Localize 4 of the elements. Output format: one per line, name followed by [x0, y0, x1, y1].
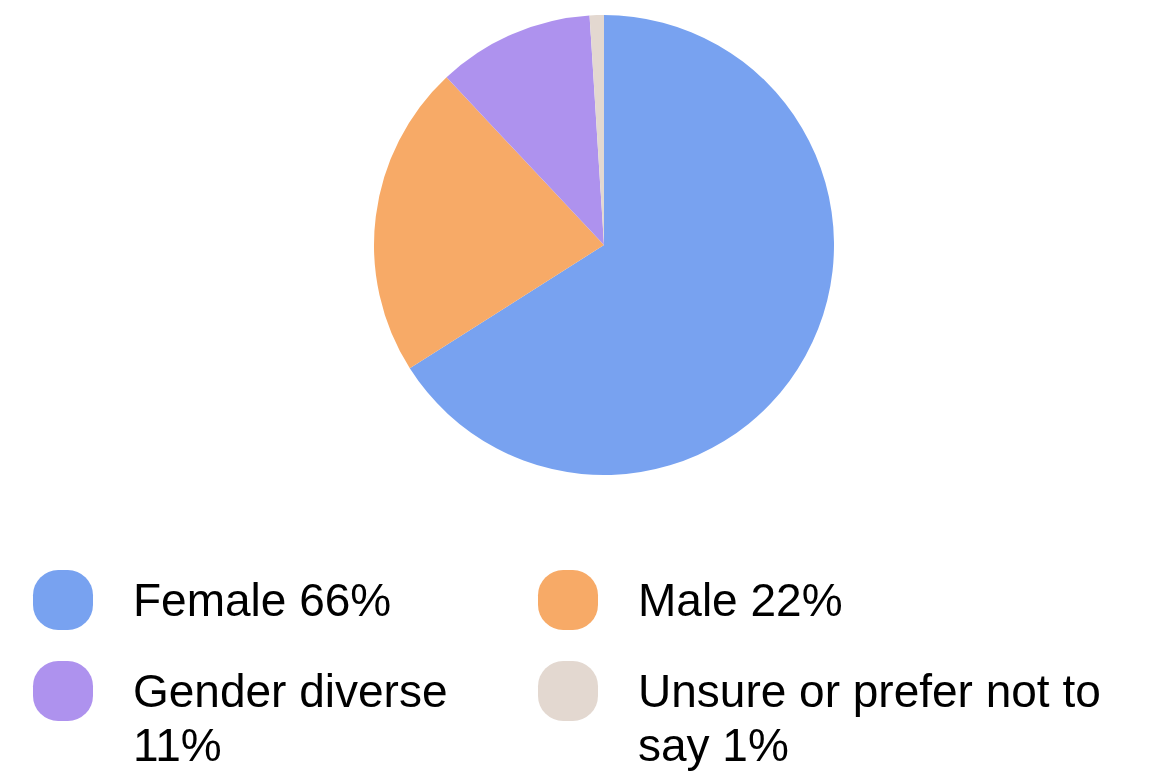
- legend-label: Male 22%: [638, 573, 843, 627]
- legend-label: Female 66%: [133, 573, 392, 627]
- legend-label: Unsure or prefer not to say 1%: [638, 664, 1102, 772]
- legend-label: Gender diverse 11%: [133, 664, 449, 772]
